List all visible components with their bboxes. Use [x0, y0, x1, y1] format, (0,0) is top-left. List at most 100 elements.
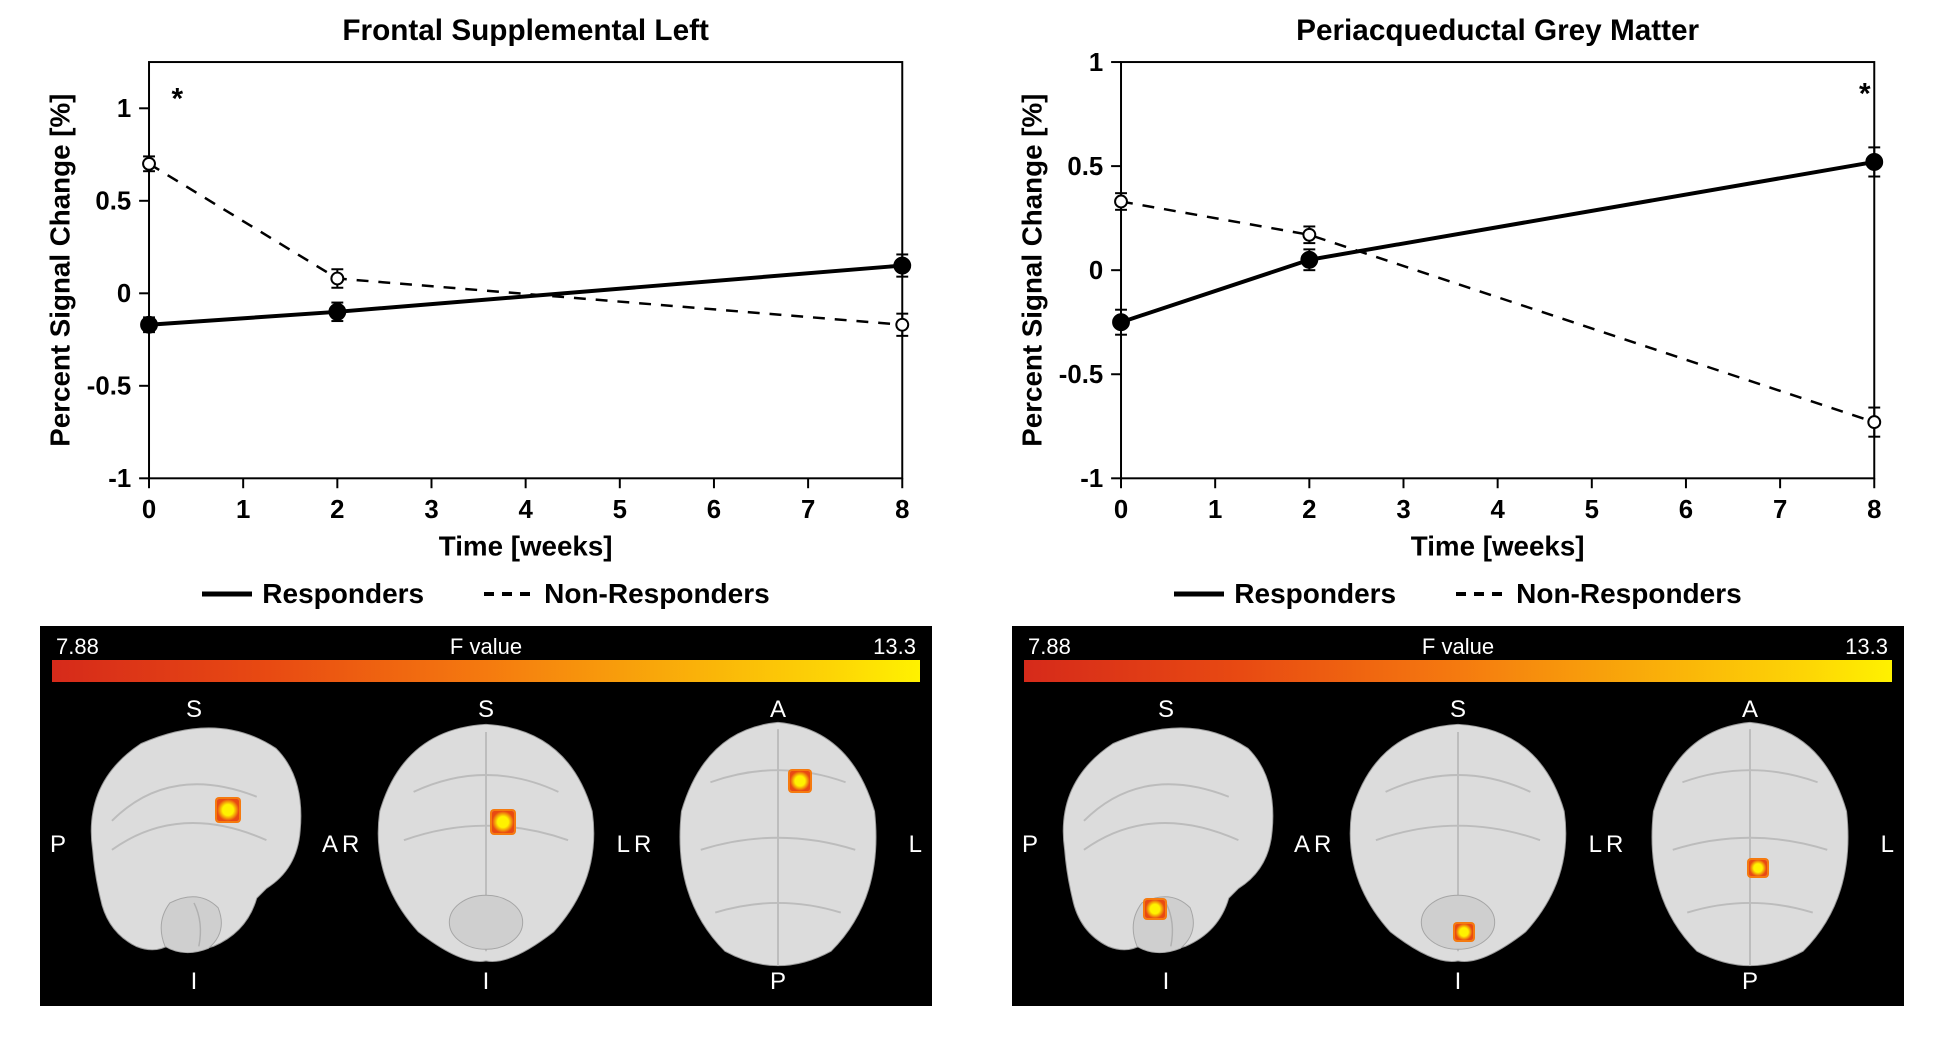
svg-text:Time [weeks]: Time [weeks] — [439, 531, 613, 562]
chart-legend: Responders Non-Responders — [40, 578, 932, 610]
orient-label-left: P — [50, 831, 66, 859]
svg-text:1: 1 — [1089, 49, 1103, 77]
orient-label-top: A — [770, 696, 786, 724]
svg-text:6: 6 — [1679, 496, 1693, 524]
orient-label-right: L — [617, 831, 630, 859]
svg-text:-0.5: -0.5 — [87, 373, 131, 401]
brain-slices-right: SIPA SIRL APRL — [1012, 690, 1904, 1006]
orient-label-right: L — [1589, 831, 1602, 859]
orient-label-right: L — [909, 831, 922, 859]
svg-text:0: 0 — [1089, 257, 1103, 285]
activation-cluster — [217, 799, 239, 821]
orient-label-bottom: I — [191, 968, 198, 996]
colorbar-title: F value — [450, 634, 522, 660]
svg-text:6: 6 — [707, 496, 721, 524]
brain-slice-axial: APRL — [1610, 700, 1890, 990]
orient-label-right: L — [1881, 831, 1894, 859]
svg-text:4: 4 — [518, 496, 533, 524]
dashed-line-icon — [484, 584, 534, 604]
svg-text:0: 0 — [142, 496, 156, 524]
svg-text:8: 8 — [1867, 496, 1881, 524]
solid-line-icon — [1174, 584, 1224, 604]
svg-text:-1: -1 — [108, 465, 131, 493]
colorbar-max: 13.3 — [873, 634, 916, 660]
colorbar-min: 7.88 — [1028, 634, 1071, 660]
legend-label-nonresponders: Non-Responders — [1516, 578, 1742, 610]
svg-text:*: * — [1859, 78, 1871, 111]
colorbar-row: 7.88 F value 13.3 — [1012, 626, 1904, 690]
orient-label-bottom: P — [1742, 968, 1758, 996]
colorbar-min: 7.88 — [56, 634, 99, 660]
svg-text:-0.5: -0.5 — [1059, 361, 1103, 389]
solid-line-icon — [202, 584, 252, 604]
brain-coronal-icon — [1318, 700, 1598, 990]
orient-label-top: S — [1158, 696, 1174, 724]
brain-slices-left: SIPA SIRL APRL — [40, 690, 932, 1006]
svg-text:0.5: 0.5 — [95, 188, 131, 216]
svg-text:Time [weeks]: Time [weeks] — [1411, 531, 1585, 562]
legend-label-responders: Responders — [1234, 578, 1396, 610]
orient-label-left: P — [1022, 831, 1038, 859]
colorbar-gradient — [1024, 660, 1892, 682]
legend-label-responders: Responders — [262, 578, 424, 610]
legend-item-nonresponders: Non-Responders — [1456, 578, 1742, 610]
svg-text:*: * — [171, 82, 183, 115]
colorbar-max: 13.3 — [1845, 634, 1888, 660]
activation-cluster — [1749, 860, 1767, 876]
svg-text:Percent Signal Change [%]: Percent Signal Change [%] — [1017, 94, 1048, 447]
brain-coronal-icon — [346, 700, 626, 990]
svg-text:8: 8 — [895, 496, 909, 524]
svg-text:0.5: 0.5 — [1067, 153, 1103, 181]
orient-label-top: S — [478, 696, 494, 724]
orient-label-bottom: I — [483, 968, 490, 996]
activation-cluster — [790, 771, 810, 791]
brain-panel-right: 7.88 F value 13.3 SIPA SIRL APRL — [1012, 626, 1904, 1006]
line-chart-svg: 0 1 2 3 4 5 6 7 8 -1 -0.5 0 0.5 1 Frontal Supplemental… — [40, 10, 932, 570]
activation-cluster — [492, 811, 514, 833]
brain-panel-left: 7.88 F value 13.3 SIPA SIRL APRL — [40, 626, 932, 1006]
orient-label-top: S — [1450, 696, 1466, 724]
svg-text:5: 5 — [613, 496, 627, 524]
svg-text:-1: -1 — [1080, 465, 1103, 493]
orient-label-left: R — [634, 831, 651, 859]
svg-text:7: 7 — [801, 496, 815, 524]
svg-text:3: 3 — [424, 496, 438, 524]
panel-left: 0 1 2 3 4 5 6 7 8 -1 -0.5 0 0.5 1 Frontal Supplemental… — [40, 10, 932, 1046]
orient-label-bottom: I — [1455, 968, 1462, 996]
svg-text:Percent Signal Change [%]: Percent Signal Change [%] — [45, 94, 76, 447]
orient-label-top: A — [1742, 696, 1758, 724]
svg-text:7: 7 — [1773, 496, 1787, 524]
brain-sagittal-icon — [1026, 700, 1306, 990]
orient-label-bottom: P — [770, 968, 786, 996]
chart-frontal-supplemental-left: 0 1 2 3 4 5 6 7 8 -1 -0.5 0 0.5 1 Frontal Supplemental… — [40, 10, 932, 570]
svg-text:1: 1 — [236, 496, 250, 524]
svg-text:Frontal Supplemental Left: Frontal Supplemental Left — [342, 14, 709, 47]
activation-cluster — [1455, 924, 1473, 940]
svg-text:0: 0 — [117, 280, 131, 308]
chart-periacqueductal-grey: 012345678-1-0.500.51Periacqueductal Grey… — [1012, 10, 1904, 570]
colorbar-gradient — [52, 660, 920, 682]
svg-text:5: 5 — [1585, 496, 1599, 524]
svg-text:2: 2 — [330, 496, 344, 524]
activation-cluster — [1145, 900, 1165, 918]
orient-label-bottom: I — [1163, 968, 1170, 996]
colorbar-row: 7.88 F value 13.3 — [40, 626, 932, 690]
legend-label-nonresponders: Non-Responders — [544, 578, 770, 610]
svg-text:0: 0 — [1114, 496, 1128, 524]
brain-slice-sagittal: SIPA — [54, 700, 334, 990]
colorbar-title: F value — [1422, 634, 1494, 660]
chart-legend: Responders Non-Responders — [1012, 578, 1904, 610]
orient-label-top: S — [186, 696, 202, 724]
orient-label-left: R — [342, 831, 359, 859]
brain-slice-sagittal: SIPA — [1026, 700, 1306, 990]
orient-label-right: A — [1294, 831, 1310, 859]
brain-slice-coronal: SIRL — [346, 700, 626, 990]
orient-label-right: A — [322, 831, 338, 859]
dashed-line-icon — [1456, 584, 1506, 604]
panel-right: 012345678-1-0.500.51Periacqueductal Grey… — [1012, 10, 1904, 1046]
svg-text:2: 2 — [1302, 496, 1316, 524]
legend-item-responders: Responders — [1174, 578, 1396, 610]
svg-text:1: 1 — [117, 95, 131, 123]
brain-axial-icon — [1610, 700, 1890, 990]
brain-slice-coronal: SIRL — [1318, 700, 1598, 990]
